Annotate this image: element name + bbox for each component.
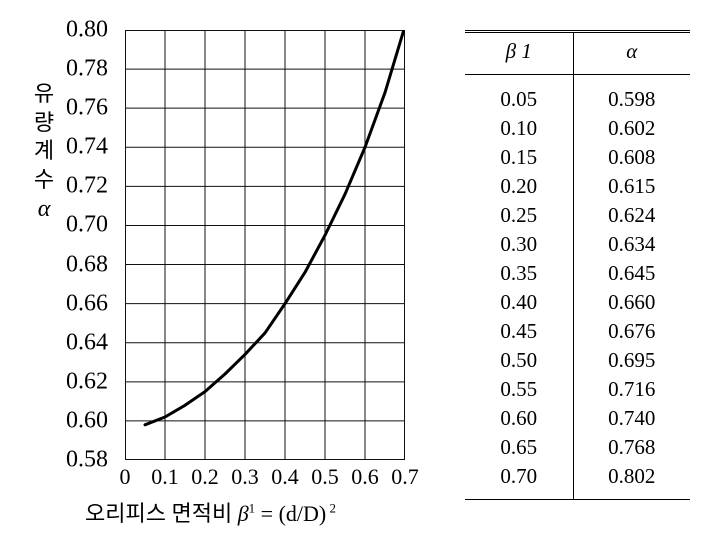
table-cell: 0.598	[573, 75, 690, 114]
y-axis-symbol: α	[31, 194, 57, 225]
table-cell: 0.768	[573, 433, 690, 462]
table-row: 0.350.645	[465, 259, 690, 288]
table-cell: 0.660	[573, 288, 690, 317]
y-axis-label-char: 수	[31, 166, 57, 195]
table-header-row: β 1 α	[465, 32, 690, 75]
table-cell: 0.10	[465, 114, 573, 143]
x-tick-label: 0.6	[351, 464, 379, 490]
chart-plot	[125, 30, 405, 460]
table-cell: 0.615	[573, 172, 690, 201]
y-axis-label-char: 유	[31, 80, 57, 109]
x-tick-label: 0.1	[151, 464, 179, 490]
figure-container: 유 량 계 수 α 0.580.600.620.640.660.680.700.…	[0, 0, 716, 553]
table-row: 0.100.602	[465, 114, 690, 143]
table-cell: 0.802	[573, 462, 690, 499]
y-tick-label: 0.74	[66, 134, 108, 161]
y-tick-label: 0.78	[66, 56, 108, 83]
table-cell: 0.05	[465, 75, 573, 114]
table-cell: 0.695	[573, 346, 690, 375]
table-cell: 0.645	[573, 259, 690, 288]
table-cell: 0.70	[465, 462, 573, 499]
x-tick-label: 0.4	[271, 464, 299, 490]
x-tick-label: 0	[120, 464, 131, 490]
x-axis-sup2: 2	[326, 501, 336, 516]
y-tick-label: 0.62	[66, 368, 108, 395]
table-row: 0.450.676	[465, 317, 690, 346]
table-cell: 0.30	[465, 230, 573, 259]
table-row: 0.150.608	[465, 143, 690, 172]
y-tick-label: 0.58	[66, 447, 108, 474]
x-tick-label: 0.7	[391, 464, 419, 490]
table-cell: 0.608	[573, 143, 690, 172]
y-tick-label: 0.72	[66, 173, 108, 200]
y-axis-label: 유 량 계 수 α	[31, 80, 57, 226]
table-cell: 0.55	[465, 375, 573, 404]
data-table-region: β 1 α 0.050.5980.100.6020.150.6080.200.6…	[465, 30, 690, 523]
y-tick-label: 0.66	[66, 290, 108, 317]
table-row: 0.700.802	[465, 462, 690, 499]
table-row: 0.550.716	[465, 375, 690, 404]
x-tick-label: 0.2	[191, 464, 219, 490]
table-cell: 0.35	[465, 259, 573, 288]
table-cell: 0.740	[573, 404, 690, 433]
y-tick-label: 0.80	[66, 17, 108, 44]
x-tick-label: 0.5	[311, 464, 339, 490]
table-row: 0.050.598	[465, 75, 690, 114]
table-row: 0.250.624	[465, 201, 690, 230]
table-cell: 0.20	[465, 172, 573, 201]
table-row: 0.400.660	[465, 288, 690, 317]
y-tick-label: 0.76	[66, 95, 108, 122]
data-table: β 1 α 0.050.5980.100.6020.150.6080.200.6…	[465, 30, 690, 499]
table-cell: 0.676	[573, 317, 690, 346]
x-axis-label-pre: 오리피스 면적비	[85, 501, 238, 526]
table-row: 0.200.615	[465, 172, 690, 201]
table-body: 0.050.5980.100.6020.150.6080.200.6150.25…	[465, 75, 690, 499]
table-row: 0.600.740	[465, 404, 690, 433]
x-axis-eq: = (d/D)	[255, 501, 326, 526]
table-row: 0.650.768	[465, 433, 690, 462]
table-cell: 0.40	[465, 288, 573, 317]
table-cell: 0.716	[573, 375, 690, 404]
y-tick-label: 0.68	[66, 251, 108, 278]
chart-region: 유 량 계 수 α 0.580.600.620.640.660.680.700.…	[25, 20, 445, 523]
table-header-beta: β 1	[465, 32, 573, 75]
table-row: 0.300.634	[465, 230, 690, 259]
y-tick-label: 0.64	[66, 329, 108, 356]
table-row: 0.500.695	[465, 346, 690, 375]
x-axis-ticks: 00.10.20.30.40.50.60.7	[125, 464, 405, 494]
table-cell: 0.60	[465, 404, 573, 433]
y-axis-ticks: 0.580.600.620.640.660.680.700.720.740.76…	[58, 30, 118, 460]
y-axis-label-char: 량	[31, 109, 57, 138]
table-cell: 0.65	[465, 433, 573, 462]
x-axis-symbol: β	[238, 501, 249, 526]
table-cell: 0.45	[465, 317, 573, 346]
table-cell: 0.624	[573, 201, 690, 230]
y-tick-label: 0.70	[66, 212, 108, 239]
table-bottom-border	[465, 499, 690, 500]
table-cell: 0.634	[573, 230, 690, 259]
table-cell: 0.25	[465, 201, 573, 230]
x-tick-label: 0.3	[231, 464, 259, 490]
y-axis-label-char: 계	[31, 137, 57, 166]
table-cell: 0.50	[465, 346, 573, 375]
table-header-alpha: α	[573, 32, 690, 75]
y-tick-label: 0.60	[66, 407, 108, 434]
table-cell: 0.602	[573, 114, 690, 143]
x-axis-label: 오리피스 면적비 β1 = (d/D) 2	[85, 496, 336, 528]
table-cell: 0.15	[465, 143, 573, 172]
